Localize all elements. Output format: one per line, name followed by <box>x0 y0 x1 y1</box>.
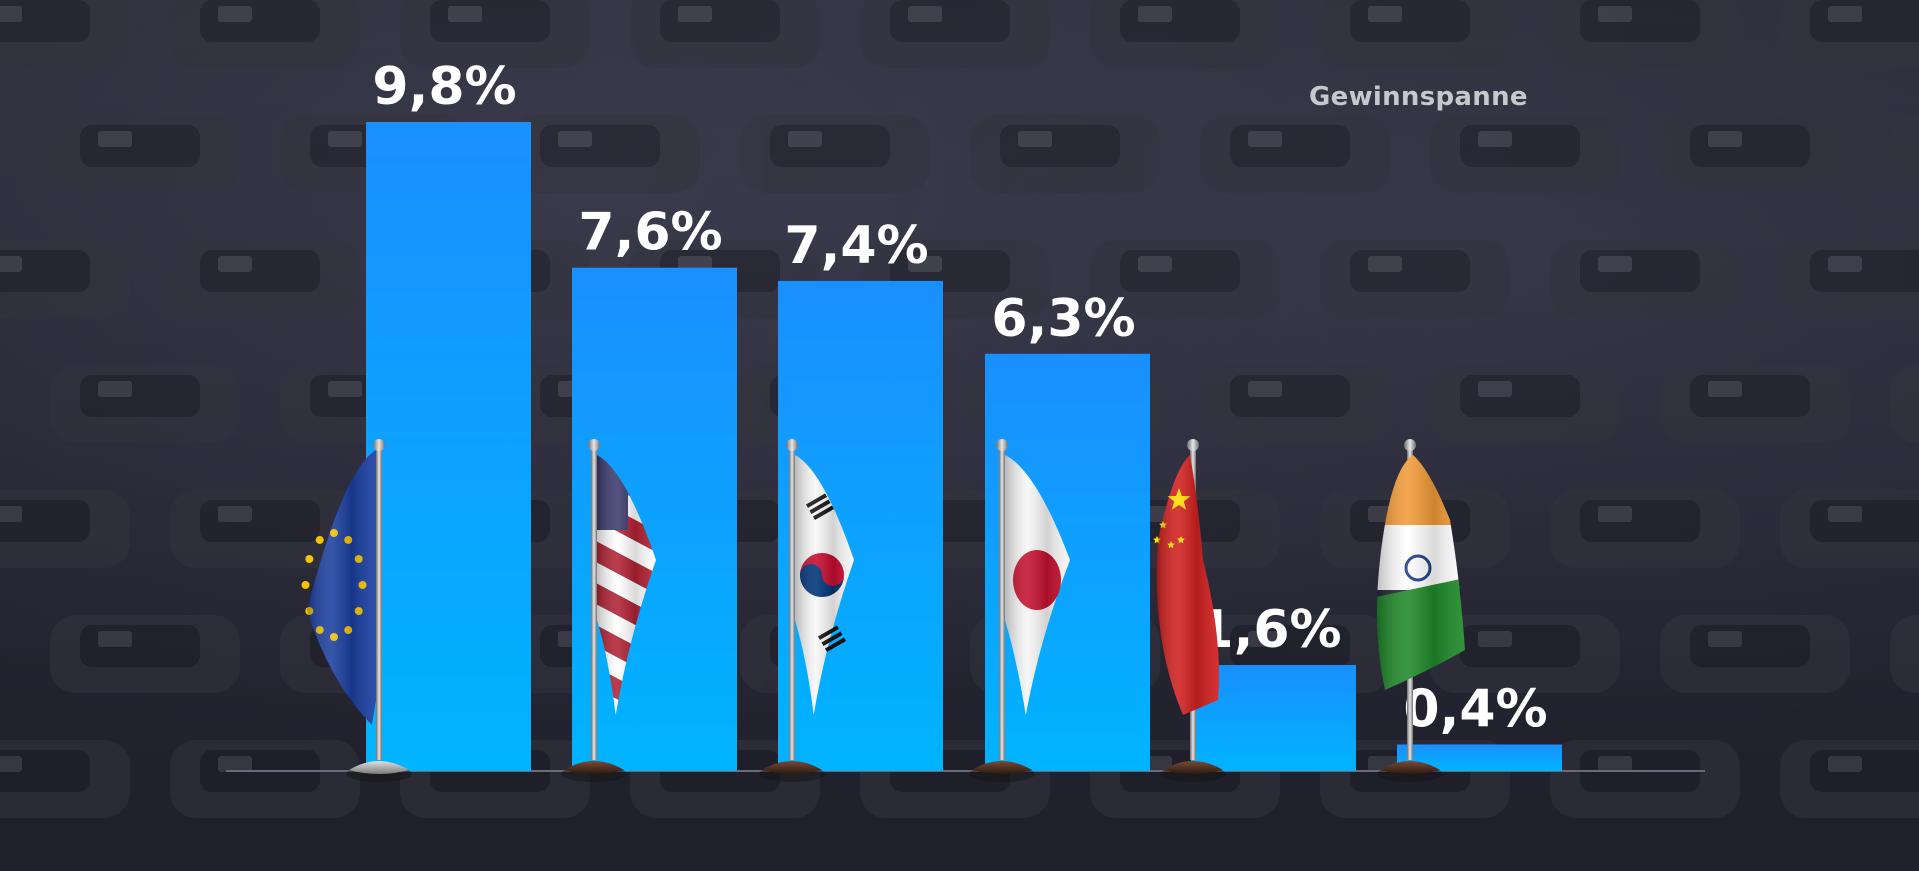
value-label: 9,8% <box>372 57 516 117</box>
china-flag-icon <box>1153 439 1226 782</box>
background-car-shape <box>1090 0 1280 68</box>
background-car-shape <box>1780 740 1919 818</box>
background-car-shape <box>1890 115 1919 193</box>
background-car-shape <box>970 115 1160 193</box>
bar-eu <box>366 122 531 771</box>
background-car-shape <box>0 490 130 568</box>
background-car-shape <box>1780 0 1919 68</box>
background-car-shape <box>510 115 700 193</box>
background-car-shape <box>170 0 360 68</box>
background-car-shape <box>1430 365 1620 443</box>
background-car-shape <box>0 0 130 68</box>
background-car-shape <box>1780 240 1919 318</box>
background-car-shape <box>1200 365 1390 443</box>
value-label: 7,4% <box>784 216 928 276</box>
background-car-shape <box>50 365 240 443</box>
background-car-shape <box>860 0 1050 68</box>
background-car-shape <box>1550 240 1740 318</box>
background-car-shape <box>1430 615 1620 693</box>
background-car-shape <box>1660 115 1850 193</box>
background-car-shape <box>400 0 590 68</box>
background-car-shape <box>1090 240 1280 318</box>
japan-flag-icon <box>969 439 1070 782</box>
south-korea-flag-icon <box>759 439 854 782</box>
background-car-shape <box>1430 115 1620 193</box>
background-car-shape <box>1890 365 1919 443</box>
background-car-shape <box>1890 615 1919 693</box>
background-car-shape <box>1660 365 1850 443</box>
background-car-shape <box>1780 490 1919 568</box>
value-label: 6,3% <box>991 289 1135 349</box>
background-car-shape <box>1320 240 1510 318</box>
background-car-shape <box>630 0 820 68</box>
value-label: 0,4% <box>1403 680 1547 740</box>
eu-flag-icon <box>301 439 412 782</box>
background-car-shape <box>1550 0 1740 68</box>
value-label: 1,6% <box>1197 600 1341 660</box>
background-car-shape <box>1660 615 1850 693</box>
background-car-shape <box>170 240 360 318</box>
background-car-shape <box>50 615 240 693</box>
background-car-shape <box>1200 115 1390 193</box>
background-car-shape <box>0 740 130 818</box>
background-car-shape <box>1550 490 1740 568</box>
background-car-shape <box>1320 0 1510 68</box>
value-label: 7,6% <box>578 203 722 263</box>
legend-label: Gewinnspanne <box>1309 82 1528 112</box>
india-flag-icon <box>1376 439 1465 782</box>
background-car-shape <box>740 115 930 193</box>
background-car-shape <box>50 115 240 193</box>
background-car-shape <box>170 490 360 568</box>
background-car-shape <box>0 240 130 318</box>
